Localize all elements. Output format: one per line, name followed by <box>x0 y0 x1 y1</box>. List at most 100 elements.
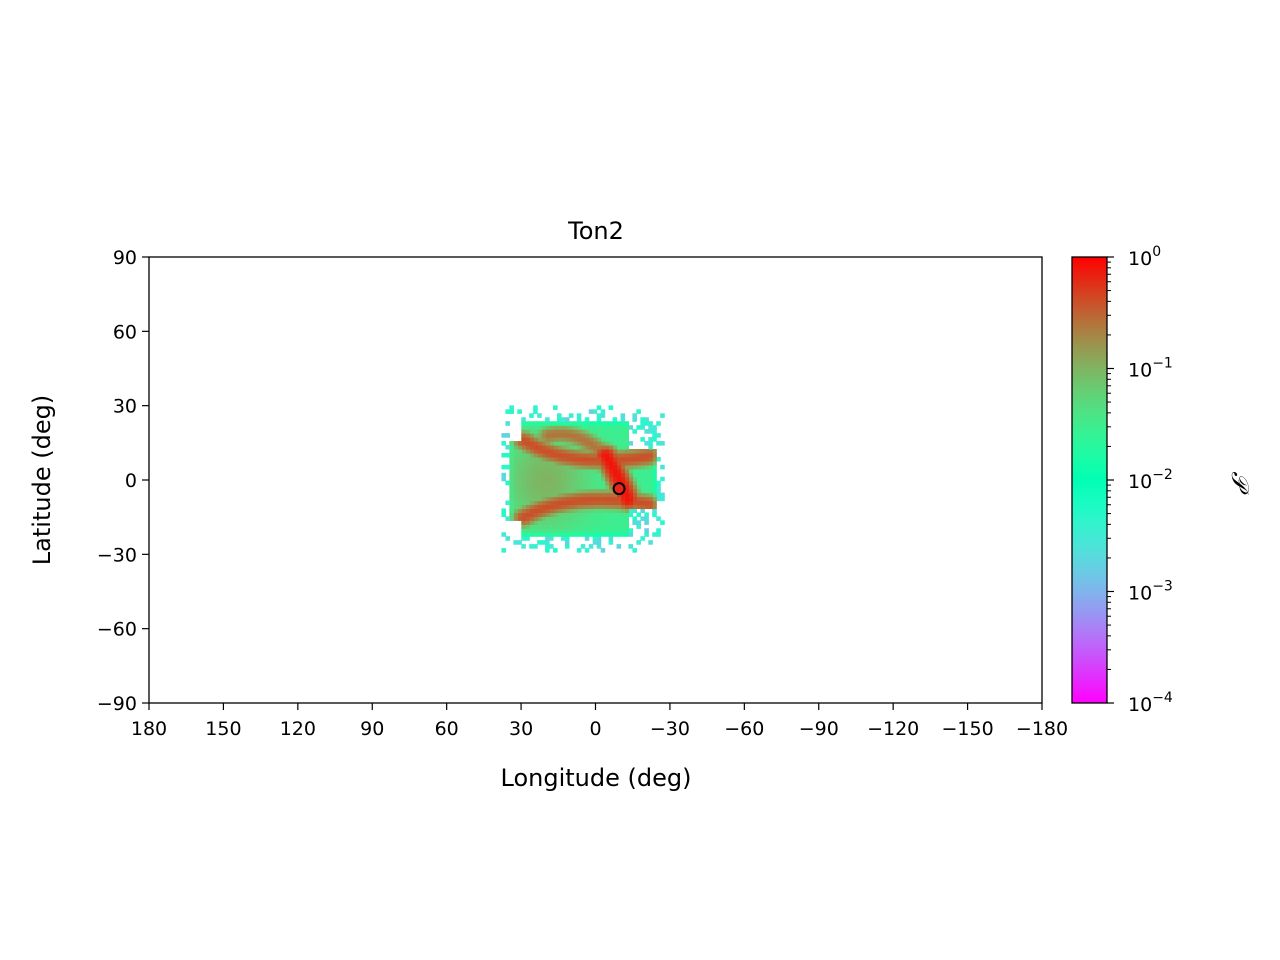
density-cell <box>545 437 550 442</box>
density-cell <box>588 488 594 494</box>
density-cell <box>517 464 522 470</box>
density-cell <box>521 480 526 486</box>
density-cell <box>521 472 526 478</box>
density-cell <box>580 421 586 426</box>
density-cell <box>568 508 574 514</box>
density-cell <box>596 429 602 434</box>
density-cell <box>545 496 550 502</box>
density-cell <box>576 441 582 446</box>
x-tick-label: −90 <box>799 718 839 740</box>
density-cell <box>521 488 526 494</box>
density-cell <box>533 472 538 478</box>
density-cell <box>513 456 518 462</box>
density-cell <box>640 421 645 426</box>
density-cell <box>529 452 534 458</box>
density-cell <box>652 464 657 470</box>
density-cell <box>525 524 530 529</box>
density-cell <box>592 516 598 521</box>
density-cell <box>596 452 602 458</box>
density-cell <box>549 520 554 525</box>
density-cell <box>564 508 570 514</box>
density-cell <box>517 445 522 450</box>
density-cell <box>584 433 590 438</box>
density-cell <box>509 484 514 490</box>
density-cell <box>568 520 574 525</box>
density-cell <box>549 464 554 470</box>
density-cell <box>580 532 586 537</box>
density-cell <box>644 484 649 490</box>
density-cell <box>533 437 538 442</box>
density-cell <box>545 448 550 454</box>
density-cell <box>620 516 626 521</box>
density-cell <box>564 472 570 478</box>
density-cell <box>529 520 534 525</box>
x-tick-label: 90 <box>360 718 384 740</box>
density-cell <box>620 468 626 474</box>
density-cell <box>652 468 657 474</box>
density-cell <box>624 480 630 486</box>
density-cell <box>553 425 558 430</box>
density-cell <box>521 448 526 454</box>
colorbar-ticks: 100 10−1 10−2 10−3 10−4 <box>1107 244 1173 716</box>
density-cell <box>537 425 542 430</box>
density-cell <box>513 480 518 486</box>
density-cell <box>596 528 602 533</box>
density-cell <box>537 445 542 450</box>
density-cell <box>513 496 518 502</box>
density-cell <box>556 413 562 418</box>
density-cell <box>564 540 570 545</box>
density-cell <box>624 452 630 458</box>
density-cell <box>553 441 558 446</box>
density-cell <box>537 520 542 525</box>
density-cell <box>588 464 594 470</box>
density-cell <box>620 452 626 458</box>
density-cell <box>556 456 562 462</box>
density-cell <box>505 433 510 438</box>
density-cell <box>632 488 637 494</box>
density-cell <box>652 429 657 434</box>
density-cell <box>616 468 622 474</box>
density-cell <box>537 480 542 486</box>
density-cell <box>588 504 594 510</box>
density-cell <box>549 504 554 510</box>
density-cell <box>545 460 550 466</box>
density-cell <box>529 456 534 462</box>
density-cell <box>616 496 622 502</box>
density-cell <box>501 433 507 438</box>
density-cell <box>588 520 594 525</box>
density-cell <box>509 445 514 450</box>
density-cell <box>584 528 590 533</box>
density-cell <box>596 464 602 470</box>
density-cell <box>584 472 590 478</box>
density-cell <box>608 484 614 490</box>
density-cell <box>600 520 606 525</box>
density-cell <box>644 468 649 474</box>
density-cell <box>545 425 550 430</box>
density-cell <box>521 468 526 474</box>
density-cell <box>533 452 538 458</box>
density-cell <box>624 500 630 506</box>
density-cell <box>604 445 610 450</box>
density-cell <box>568 437 574 442</box>
density-cell <box>509 405 514 410</box>
density-cell <box>572 441 578 446</box>
density-cell <box>509 496 514 502</box>
density-cell <box>580 476 586 482</box>
density-cell <box>620 421 626 426</box>
density-cell <box>525 476 530 482</box>
density-cell <box>624 433 630 438</box>
density-cell <box>509 468 514 474</box>
density-cell <box>620 528 626 533</box>
density-cell <box>545 468 550 474</box>
density-cell <box>560 536 566 541</box>
density-cell <box>556 437 562 442</box>
density-cell <box>564 429 570 434</box>
density-cell <box>549 544 554 549</box>
density-cell <box>568 429 574 434</box>
density-cell <box>576 476 582 482</box>
density-cell <box>628 532 634 537</box>
density-cell <box>533 460 538 466</box>
density-cell <box>541 460 546 466</box>
density-cell <box>513 500 518 506</box>
x-tick-label: −60 <box>724 718 764 740</box>
